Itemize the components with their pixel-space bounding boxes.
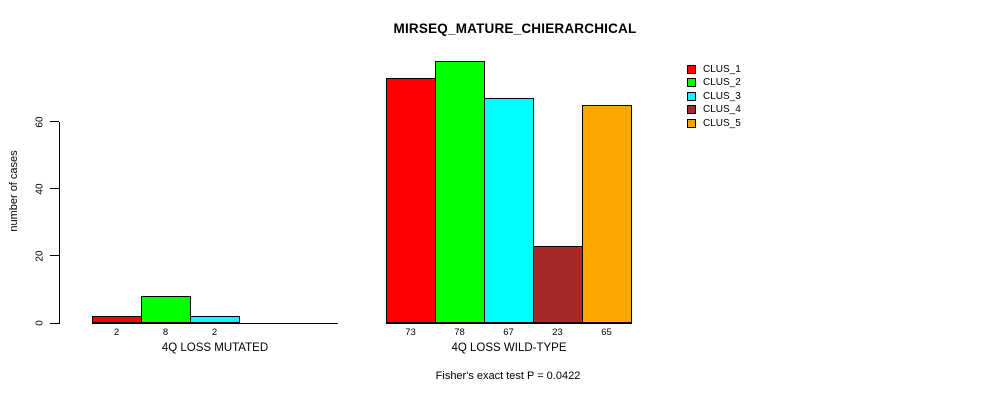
- legend-swatch-icon: [687, 91, 696, 101]
- x-axis-baseline: [386, 323, 632, 324]
- y-axis-tick-label: 40: [34, 183, 46, 195]
- y-axis-tick: [50, 255, 59, 257]
- legend-label: CLUS_5: [703, 117, 741, 129]
- fisher-test-annotation: Fisher's exact test P = 0.0422: [435, 370, 581, 382]
- y-axis-tick: [50, 121, 59, 123]
- bar-value-label: 2: [211, 327, 218, 338]
- legend-swatch-icon: [687, 105, 696, 115]
- bar-value-label: 8: [162, 327, 169, 338]
- bar-clus_3: [190, 316, 240, 323]
- x-axis-baseline: [92, 323, 338, 324]
- legend-label: CLUS_4: [703, 104, 741, 116]
- bar-value-label: 73: [405, 327, 416, 338]
- bar-clus_1: [386, 78, 436, 323]
- bar-value-label: 65: [601, 327, 612, 338]
- legend-label: CLUS_1: [703, 64, 741, 75]
- legend-swatch-icon: [687, 65, 696, 74]
- bar-value-label: 67: [503, 327, 514, 338]
- y-axis-tick-label: 0: [34, 320, 46, 326]
- bar-clus_4: [533, 246, 583, 323]
- legend-label: CLUS_2: [703, 77, 741, 89]
- y-axis-tick-label: 60: [34, 116, 46, 128]
- bar-clus_2: [141, 296, 191, 323]
- x-group-label-mutated: 4Q LOSS MUTATED: [161, 342, 269, 354]
- y-axis-tick-label: 20: [34, 250, 46, 262]
- bar-clus_1: [92, 316, 142, 323]
- y-axis-tick: [50, 188, 59, 190]
- bar-clus_5: [582, 105, 632, 323]
- bar-value-label: 2: [113, 327, 120, 338]
- bar-clus_3: [484, 98, 534, 323]
- y-axis-title: number of cases: [8, 150, 20, 232]
- y-axis-line: [59, 122, 60, 324]
- legend-swatch-icon: [687, 118, 696, 128]
- y-axis-tick: [50, 322, 59, 324]
- bar-clus_2: [435, 61, 485, 323]
- bar-value-label: 78: [454, 327, 465, 338]
- legend-label: CLUS_3: [703, 90, 741, 102]
- x-group-label-wild-type: 4Q LOSS WILD-TYPE: [451, 342, 567, 354]
- chart-title: MIRSEQ_MATURE_CHIERARCHICAL: [393, 21, 637, 36]
- bar-value-label: 23: [552, 327, 563, 338]
- legend-swatch-icon: [687, 78, 696, 88]
